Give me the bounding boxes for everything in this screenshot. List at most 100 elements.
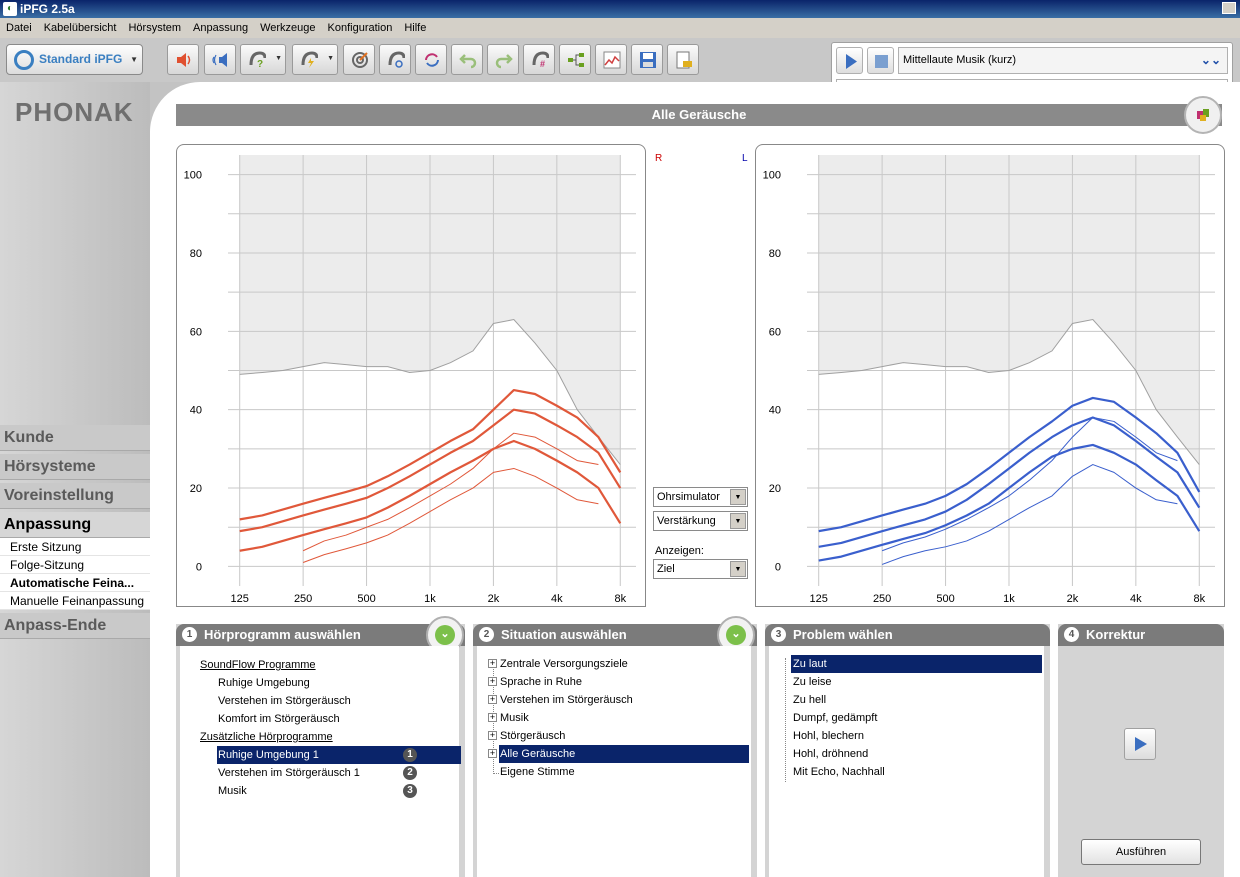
program-badge: 1 xyxy=(403,748,417,762)
problem-item[interactable]: Hohl, blechern xyxy=(793,730,864,742)
problem-item[interactable]: Dumpf, gedämpft xyxy=(793,712,878,724)
nav-sub-automatische-feinanpassung[interactable]: Automatische Feina... xyxy=(0,574,166,592)
y-tick-label: 100 xyxy=(763,170,781,182)
limit-curve xyxy=(239,319,621,465)
tree-item[interactable]: Musik xyxy=(500,712,529,724)
series-line xyxy=(239,439,622,552)
expand-icon[interactable]: + xyxy=(488,676,497,686)
cycle-button[interactable] xyxy=(415,44,447,75)
left-ear-label: L xyxy=(742,153,748,164)
problem-item[interactable]: Zu hell xyxy=(793,694,827,706)
list-item-selected[interactable]: Ruhige Umgebung 1 xyxy=(217,746,461,764)
tree-item[interactable]: Zentrale Versorgungsziele xyxy=(500,658,628,670)
gain-select[interactable]: Verstärkung ▼ xyxy=(653,511,748,531)
nav-tab-anpassung[interactable]: Anpassung xyxy=(0,512,160,538)
list-item[interactable]: Verstehen im Störgeräusch 1 xyxy=(218,767,360,779)
section-title: Alle Geräusche xyxy=(176,104,1222,126)
play-button[interactable] xyxy=(836,47,863,74)
phonak-logo: PHONAK xyxy=(15,97,134,128)
tree-item[interactable]: Sprache in Ruhe xyxy=(500,676,582,688)
y-tick-label: 40 xyxy=(769,405,781,417)
chevron-down-icon: ▼ xyxy=(327,55,334,62)
step-number: 3 xyxy=(771,627,786,642)
problem-item[interactable]: Hohl, dröhnend xyxy=(793,748,869,760)
speaker-button[interactable] xyxy=(167,44,199,75)
list-item[interactable]: Verstehen im Störgeräusch xyxy=(218,695,351,707)
tree-item-selected[interactable]: Alle Geräusche xyxy=(499,745,749,763)
expand-icon[interactable]: + xyxy=(488,712,497,722)
x-tick-label: 125 xyxy=(231,593,249,605)
ear-grid-icon: # xyxy=(532,51,549,69)
problem-item[interactable]: Mit Echo, Nachhall xyxy=(793,766,885,778)
menu-hoersystem[interactable]: Hörsystem xyxy=(128,22,182,34)
tree-item[interactable]: Verstehen im Störgeräusch xyxy=(500,694,633,706)
menu-kabeluebersicht[interactable]: Kabelübersicht xyxy=(43,22,117,34)
gain-chart-right: 100 80 60 40 20 0 125 250 500 1k 2k 4k 8k xyxy=(184,155,636,605)
nav-sub-erste-sitzung[interactable]: Erste Sitzung xyxy=(0,538,166,556)
graph-button[interactable] xyxy=(595,44,627,75)
show-select[interactable]: Ziel ▼ xyxy=(653,559,748,579)
lightning-ear-button[interactable]: ▼ xyxy=(292,44,338,75)
menu-datei[interactable]: Datei xyxy=(6,22,32,34)
question-ear-button[interactable]: ? ▼ xyxy=(240,44,286,75)
window-title: iPFG 2.5a xyxy=(20,2,75,16)
gear-icon xyxy=(14,50,34,70)
ear-grid-button[interactable]: # xyxy=(523,44,555,75)
tree-line xyxy=(493,773,499,774)
redo-button[interactable] xyxy=(487,44,519,75)
panel-program-header: 1 Hörprogramm auswählen xyxy=(176,624,465,646)
x-tick-label: 250 xyxy=(294,593,312,605)
menu-anpassung[interactable]: Anpassung xyxy=(193,22,249,34)
execute-button[interactable]: Ausführen xyxy=(1081,839,1201,865)
undo-button[interactable] xyxy=(451,44,483,75)
list-item[interactable]: Musik xyxy=(218,785,247,797)
x-tick-label: 4k xyxy=(551,593,563,605)
program-badge: 3 xyxy=(403,784,417,798)
profile-dropdown-button[interactable]: Standard iPFG ▼ xyxy=(6,44,143,75)
nav-sub-folge-sitzung[interactable]: Folge-Sitzung xyxy=(0,556,166,574)
nav-sub-manuelle-feinanpassung[interactable]: Manuelle Feinanpassung xyxy=(0,592,166,610)
window-titlebar: ◐ iPFG 2.5a xyxy=(0,0,1240,18)
x-tick-label: 2k xyxy=(1067,593,1079,605)
feedback-button[interactable] xyxy=(204,44,236,75)
save-button[interactable] xyxy=(631,44,663,75)
menu-hilfe[interactable]: Hilfe xyxy=(404,22,427,34)
series-line xyxy=(881,464,1178,565)
list-item[interactable]: Komfort im Störgeräusch xyxy=(218,713,340,725)
y-tick-label: 0 xyxy=(775,561,781,573)
device-button[interactable] xyxy=(667,44,699,75)
ear-simulator-select[interactable]: Ohrsimulator ▼ xyxy=(653,487,748,507)
svg-text:?: ? xyxy=(257,59,263,69)
chevron-down-icon: ▼ xyxy=(130,55,138,64)
expand-icon[interactable]: + xyxy=(488,730,497,740)
menu-werkzeuge[interactable]: Werkzeuge xyxy=(260,22,316,34)
tree-item[interactable]: Störgeräusch xyxy=(500,730,566,742)
problem-item-selected[interactable]: Zu laut xyxy=(791,655,1042,673)
stop-button[interactable] xyxy=(867,47,894,74)
target-button[interactable] xyxy=(343,44,375,75)
nav-tab-hoersysteme[interactable]: Hörsysteme xyxy=(0,454,160,480)
menu-konfiguration[interactable]: Konfiguration xyxy=(327,22,393,34)
window-control-button[interactable] xyxy=(1222,2,1236,14)
tree-button[interactable] xyxy=(559,44,591,75)
list-item[interactable]: Ruhige Umgebung xyxy=(218,677,310,689)
tree-item[interactable]: Eigene Stimme xyxy=(500,766,575,778)
nav-tab-voreinstellung[interactable]: Voreinstellung xyxy=(0,483,160,509)
track-select[interactable]: Mittellaute Musik (kurz) ⌄⌄ xyxy=(898,47,1228,74)
expand-icon[interactable]: + xyxy=(488,694,497,704)
x-tick-label: 1k xyxy=(1003,593,1015,605)
expand-icon[interactable]: + xyxy=(488,748,497,758)
show-value: Ziel xyxy=(657,563,675,575)
play-icon xyxy=(846,54,857,69)
panel-situation-header: 2 Situation auswählen xyxy=(473,624,757,646)
problem-item[interactable]: Zu leise xyxy=(793,676,832,688)
list-heading: Zusätzliche Hörprogramme xyxy=(200,731,333,743)
nav-tab-kunde[interactable]: Kunde xyxy=(0,425,160,451)
play-correction-button[interactable] xyxy=(1124,728,1156,760)
expand-icon[interactable]: + xyxy=(488,658,497,668)
section-options-button[interactable] xyxy=(1184,96,1222,134)
nav-tab-anpass-ende[interactable]: Anpass-Ende xyxy=(0,613,160,639)
ear-refresh-button[interactable] xyxy=(379,44,411,75)
chart-right-ear: 100 80 60 40 20 0 125 250 500 1k 2k 4k 8k xyxy=(176,144,646,607)
series-line xyxy=(302,467,599,563)
